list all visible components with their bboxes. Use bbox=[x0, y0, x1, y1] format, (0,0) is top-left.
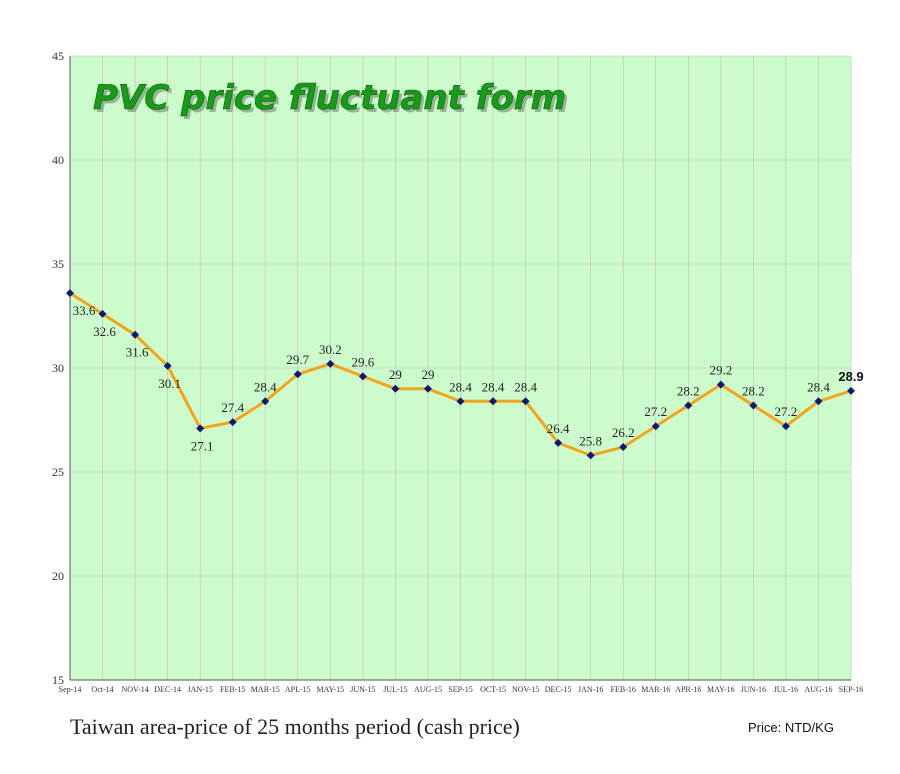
chart-title: PVC price fluctuant form bbox=[93, 78, 566, 118]
data-point bbox=[749, 401, 758, 410]
y-tick-label: 35 bbox=[52, 257, 64, 271]
x-tick-label: MAR-15 bbox=[251, 685, 280, 694]
data-label: 28.2 bbox=[677, 383, 700, 398]
data-label: 29 bbox=[421, 367, 434, 382]
data-point bbox=[261, 397, 270, 406]
x-tick-label: Oct-14 bbox=[91, 685, 113, 694]
data-point bbox=[228, 418, 237, 427]
x-tick-label: MAY-15 bbox=[316, 685, 344, 694]
data-point bbox=[814, 397, 823, 406]
x-tick-label: JUN-15 bbox=[350, 685, 375, 694]
data-label: 29.2 bbox=[709, 363, 732, 378]
chart-title-shadow: PVC price fluctuant form bbox=[96, 81, 569, 121]
x-tick-label: APR-16 bbox=[675, 685, 701, 694]
data-label: 26.2 bbox=[612, 425, 635, 440]
data-label: 33.6 bbox=[73, 303, 96, 318]
x-tick-label: JAN-16 bbox=[578, 685, 603, 694]
y-tick-label: 30 bbox=[52, 361, 64, 375]
data-point bbox=[196, 424, 205, 433]
data-label: 27.1 bbox=[191, 438, 214, 453]
data-label: 30.2 bbox=[319, 342, 342, 357]
data-point bbox=[619, 443, 628, 452]
x-tick-label: Sep-14 bbox=[59, 685, 82, 694]
data-label: 25.8 bbox=[579, 433, 602, 448]
data-point bbox=[554, 438, 563, 447]
data-point bbox=[716, 380, 725, 389]
y-tick-label: 15 bbox=[52, 673, 64, 687]
data-point bbox=[326, 359, 335, 368]
data-point bbox=[489, 397, 498, 406]
data-point bbox=[456, 397, 465, 406]
x-tick-label: FEB-15 bbox=[220, 685, 245, 694]
data-label: 28.9 bbox=[838, 369, 863, 384]
data-label: 29 bbox=[389, 367, 402, 382]
data-point bbox=[98, 309, 107, 318]
data-point bbox=[66, 289, 74, 298]
x-tick-label: FEB-16 bbox=[611, 685, 636, 694]
x-tick-label: JUL-16 bbox=[774, 685, 798, 694]
data-point bbox=[131, 330, 140, 339]
data-label: 28.4 bbox=[449, 379, 472, 394]
x-tick-label: MAY-16 bbox=[707, 685, 735, 694]
data-label: 29.6 bbox=[352, 354, 375, 369]
data-point bbox=[163, 361, 172, 370]
chart-caption: Taiwan area-price of 25 months period (c… bbox=[70, 714, 520, 739]
x-tick-label: DEC-14 bbox=[154, 685, 181, 694]
x-tick-label: NOV-14 bbox=[121, 685, 148, 694]
data-label: 30.1 bbox=[158, 376, 181, 391]
data-label: 28.2 bbox=[742, 383, 765, 398]
x-tick-label: AUG-16 bbox=[804, 685, 832, 694]
x-tick-label: SEP-15 bbox=[448, 685, 472, 694]
x-tick-label: JUL-15 bbox=[383, 685, 407, 694]
data-point bbox=[586, 451, 595, 460]
y-tick-label: 45 bbox=[52, 49, 64, 63]
y-tick-label: 20 bbox=[52, 569, 64, 583]
y-tick-label: 40 bbox=[52, 153, 64, 167]
data-point bbox=[847, 386, 855, 395]
data-label: 28.4 bbox=[807, 379, 830, 394]
data-point bbox=[651, 422, 660, 431]
x-tick-label: AUG-15 bbox=[414, 685, 442, 694]
data-label: 27.4 bbox=[221, 400, 244, 415]
data-label: 29.7 bbox=[286, 352, 309, 367]
data-label: 28.4 bbox=[514, 379, 537, 394]
data-label: 31.6 bbox=[126, 345, 149, 360]
y-tick-label: 25 bbox=[52, 465, 64, 479]
x-tick-label: DEC-15 bbox=[545, 685, 572, 694]
data-label: 28.4 bbox=[254, 379, 277, 394]
x-tick-label: OCT-15 bbox=[480, 685, 506, 694]
x-tick-label: JAN-15 bbox=[187, 685, 212, 694]
data-point bbox=[781, 422, 790, 431]
data-point bbox=[423, 384, 432, 393]
data-label: 27.2 bbox=[644, 404, 667, 419]
x-tick-label: SEP-16 bbox=[839, 685, 863, 694]
data-label: 28.4 bbox=[482, 379, 505, 394]
x-tick-label: JUN-16 bbox=[741, 685, 766, 694]
data-point bbox=[358, 372, 367, 381]
data-point bbox=[391, 384, 400, 393]
data-label: 27.2 bbox=[775, 404, 798, 419]
unit-note: Price: NTD/KG bbox=[748, 720, 834, 735]
data-point bbox=[293, 370, 302, 379]
data-label: 32.6 bbox=[93, 324, 116, 339]
data-point bbox=[521, 397, 530, 406]
data-point bbox=[684, 401, 693, 410]
x-tick-label: APL-15 bbox=[285, 685, 311, 694]
data-label: 26.4 bbox=[547, 421, 570, 436]
x-tick-label: MAR-16 bbox=[641, 685, 670, 694]
x-tick-label: NOV-15 bbox=[512, 685, 539, 694]
